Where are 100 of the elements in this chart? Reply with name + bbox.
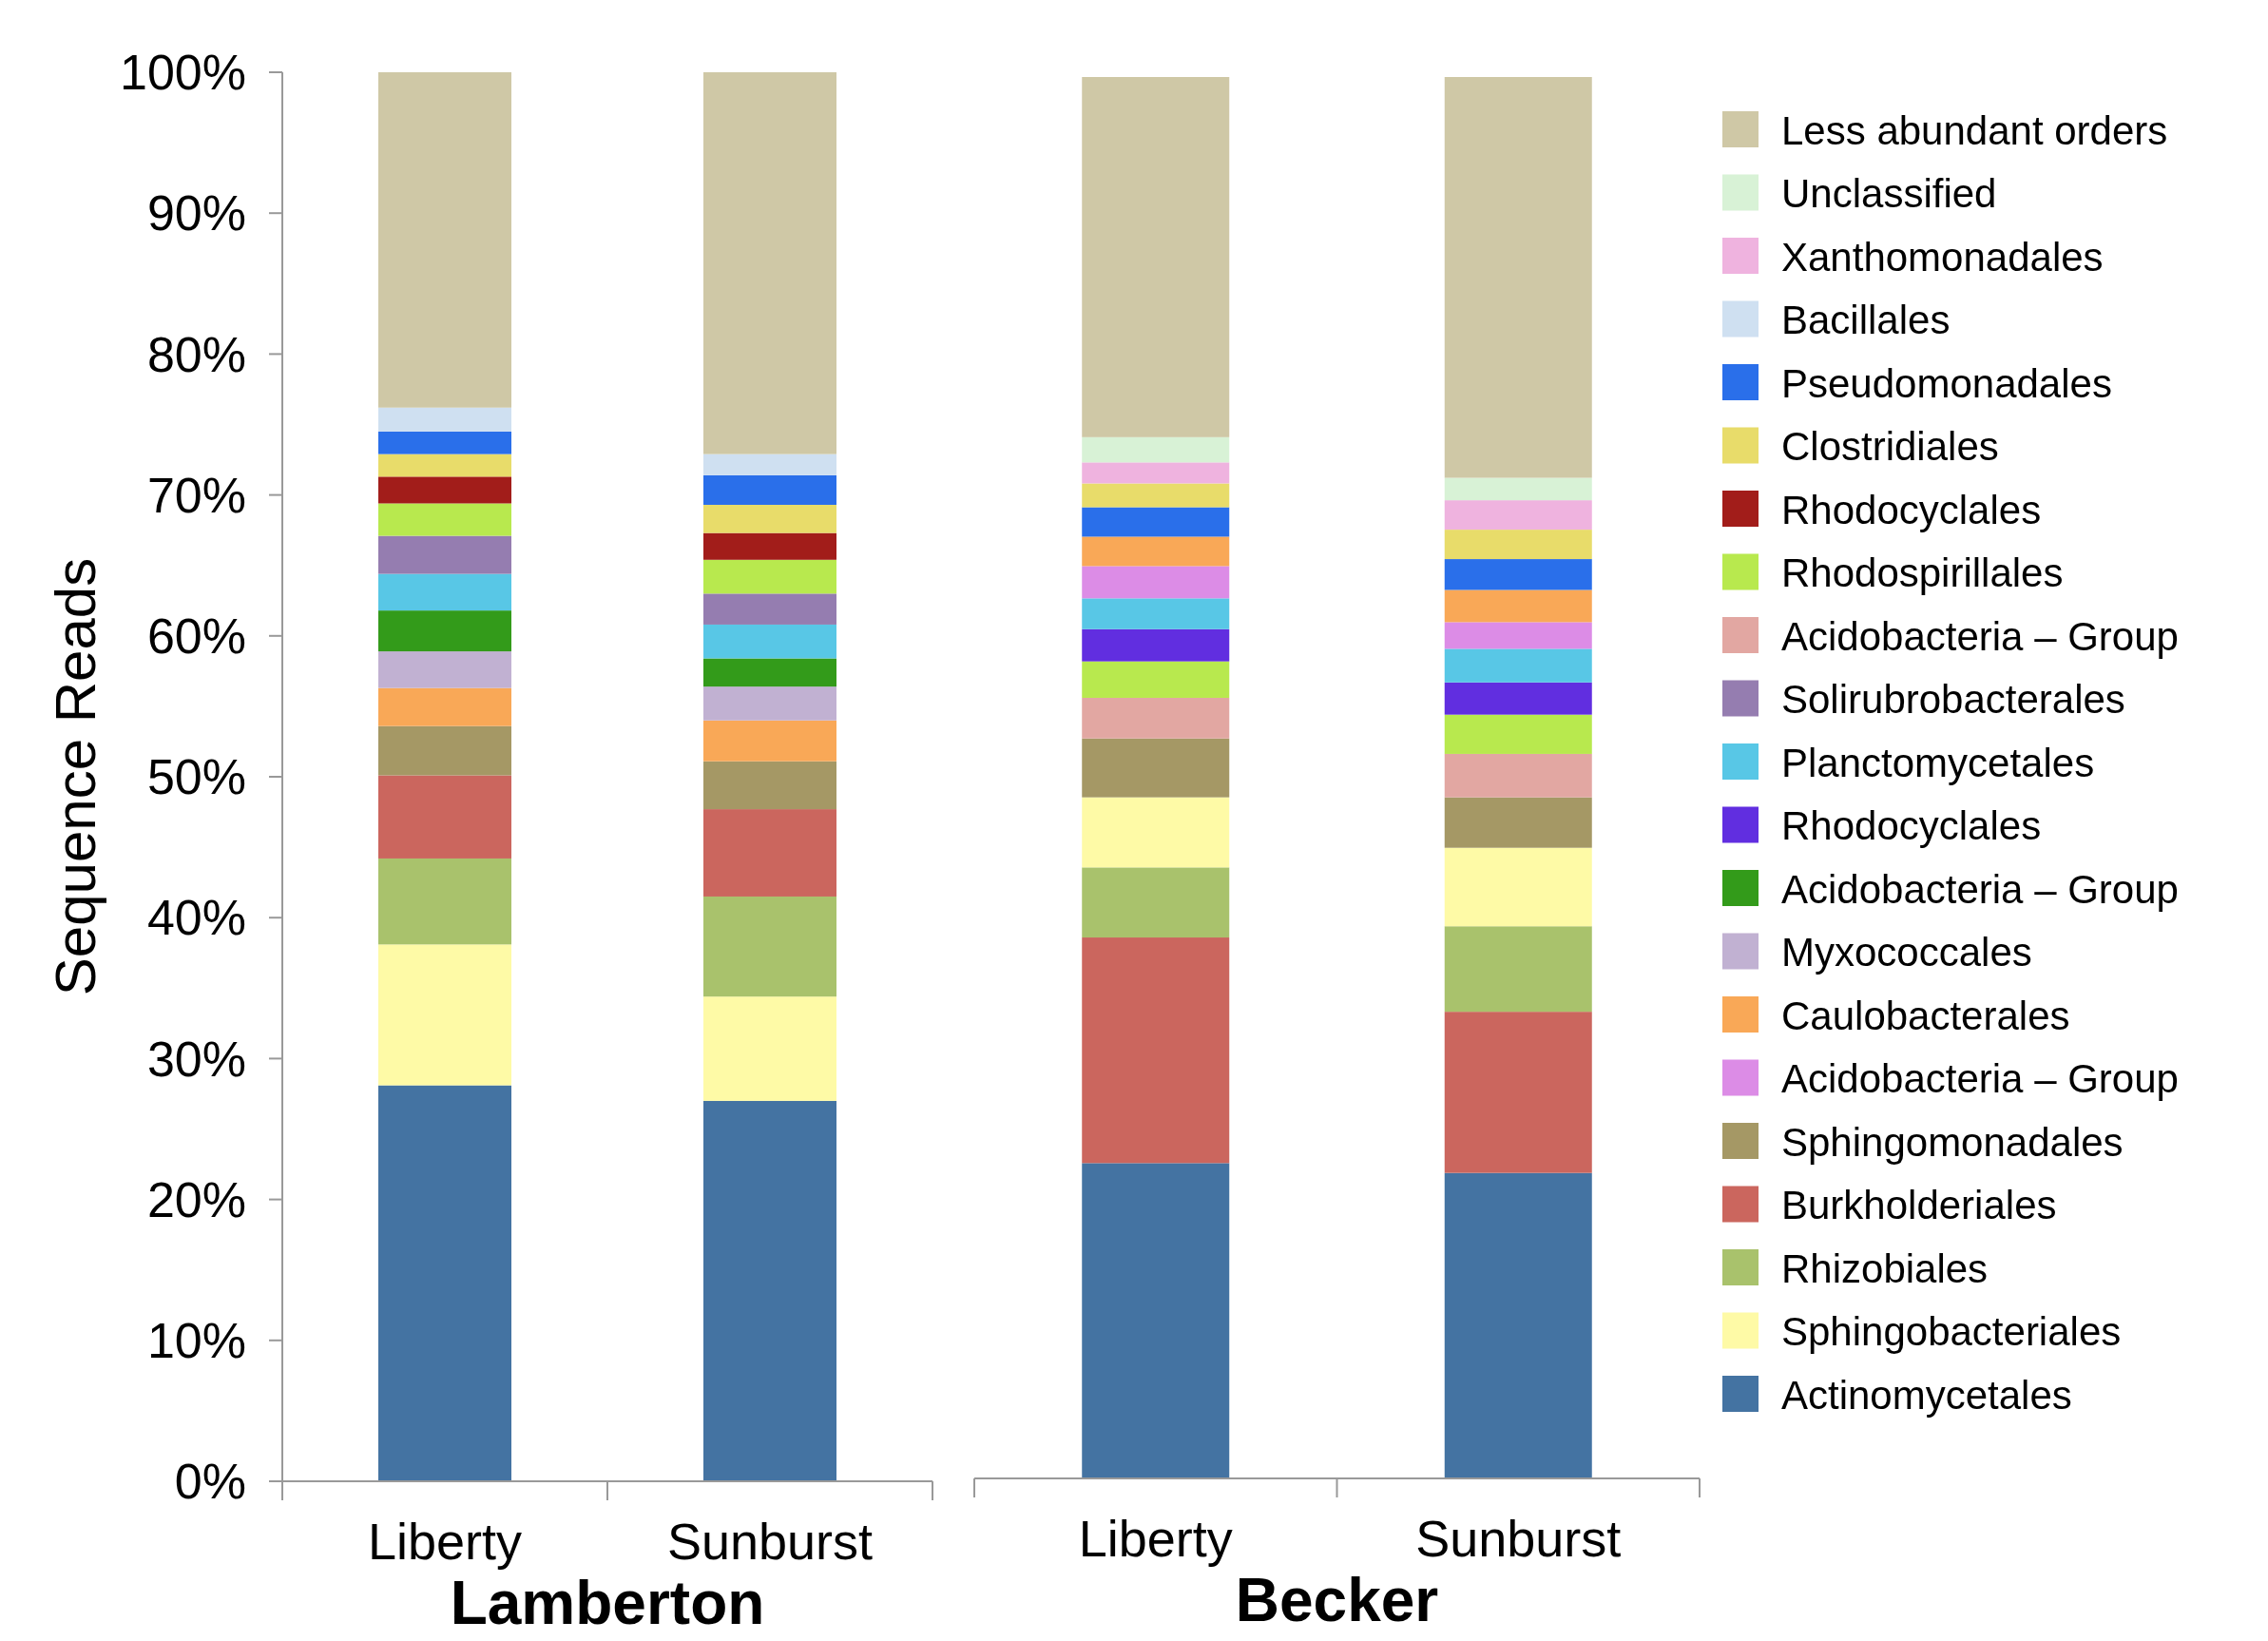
bar (1082, 598, 1230, 629)
bar (1444, 477, 1592, 501)
bar (1082, 483, 1230, 508)
bar (1444, 622, 1592, 649)
legend-label: Acidobacteria – Group (1781, 1056, 2179, 1102)
legend-label: Burkholderiales (1781, 1183, 2057, 1228)
legend-label: Rhodocyclales (1781, 487, 2042, 532)
bar (1082, 77, 1230, 437)
legend-label: Rhodocyclales (1781, 803, 2042, 849)
legend-label: Caulobacterales (1781, 993, 2070, 1038)
legend-label: Bacillales (1781, 298, 1951, 343)
bar (378, 573, 511, 611)
bar (703, 454, 836, 475)
bar (1444, 559, 1592, 590)
y-tick-label: 10% (146, 1313, 246, 1368)
bar (703, 624, 836, 659)
bar (1444, 648, 1592, 683)
legend-label: Xanthomonadales (1781, 234, 2104, 280)
legend-label: Rhizobiales (1781, 1245, 1989, 1291)
bar (1082, 937, 1230, 1164)
bar (1082, 867, 1230, 938)
y-tick-label: 30% (146, 1031, 246, 1087)
bar (703, 761, 836, 810)
bar (378, 1085, 511, 1481)
bar (1082, 738, 1230, 798)
bar (703, 686, 836, 721)
bar (703, 504, 836, 533)
y-tick-label: 70% (146, 467, 246, 523)
y-tick-label: 50% (146, 749, 246, 805)
bar (1444, 500, 1592, 531)
bar (703, 1100, 836, 1481)
bar (378, 775, 511, 859)
bar (1444, 77, 1592, 478)
bar (378, 610, 511, 652)
bar (378, 407, 511, 432)
legend-label: Planctomycetales (1781, 740, 2095, 785)
bar (703, 474, 836, 505)
legend-label: Sphingobacteriales (1781, 1309, 2122, 1355)
bar (1082, 462, 1230, 484)
bar (703, 658, 836, 687)
bar (378, 858, 511, 945)
y-tick-label: 60% (146, 608, 246, 664)
bar (378, 503, 511, 536)
x-axis-title: Becker (1235, 1566, 1439, 1634)
bar (1444, 926, 1592, 1013)
bar (378, 431, 511, 454)
bar (1082, 536, 1230, 567)
legend-label: Sphingomonadales (1781, 1119, 2124, 1165)
bar (378, 725, 511, 776)
bar (1444, 847, 1592, 927)
bar (1082, 436, 1230, 463)
bar (1082, 566, 1230, 599)
legend-label: Acidobacteria – Group (1781, 866, 2179, 912)
bar (703, 559, 836, 594)
bar (1082, 697, 1230, 739)
legend-label: Acidobacteria – Group (1781, 613, 2179, 659)
legend-label: Pseudomonadales (1781, 360, 2112, 406)
bar (1444, 1172, 1592, 1478)
bar (378, 651, 511, 688)
legend-label: Less abundant orders (1781, 107, 2168, 153)
bar (378, 476, 511, 504)
y-tick-label: 20% (146, 1171, 246, 1227)
x-tick-label: Sunburst (1415, 1510, 1622, 1567)
legend-label: Unclassified (1781, 171, 1997, 217)
bar (1082, 628, 1230, 662)
bar (378, 454, 511, 477)
bar (703, 72, 836, 454)
x-tick-label: Liberty (367, 1513, 523, 1570)
legend-label: Myxococcales (1781, 930, 2032, 975)
y-tick-label: 40% (146, 890, 246, 946)
bar (703, 896, 836, 997)
bar (1082, 797, 1230, 868)
x-tick-label: Sunburst (666, 1513, 874, 1570)
bar (1444, 1012, 1592, 1173)
bar (378, 72, 511, 408)
legend-label: Actinomycetales (1781, 1372, 2072, 1418)
bar (703, 809, 836, 897)
bar (1082, 507, 1230, 537)
bar (1444, 797, 1592, 848)
bar (703, 720, 836, 762)
bar (1444, 530, 1592, 560)
legend-label: Rhodospirillales (1781, 550, 2064, 596)
bar (378, 535, 511, 574)
bar (1082, 1163, 1230, 1478)
y-axis-title: Sequence Reads (44, 557, 107, 996)
x-axis-title: Lamberton (450, 1569, 765, 1637)
bar (378, 687, 511, 726)
y-tick-label: 100% (120, 45, 246, 101)
legend-label: Solirubrobacterales (1781, 677, 2125, 723)
bar (1444, 753, 1592, 798)
y-tick-label: 80% (146, 326, 246, 382)
bar (1444, 714, 1592, 754)
legend-label: Clostridiales (1781, 424, 1999, 470)
y-tick-label: 0% (174, 1454, 246, 1510)
bar (1444, 589, 1592, 623)
bar (703, 593, 836, 625)
bar (703, 996, 836, 1101)
bar (378, 944, 511, 1086)
bar (1444, 682, 1592, 715)
bar (1082, 661, 1230, 698)
